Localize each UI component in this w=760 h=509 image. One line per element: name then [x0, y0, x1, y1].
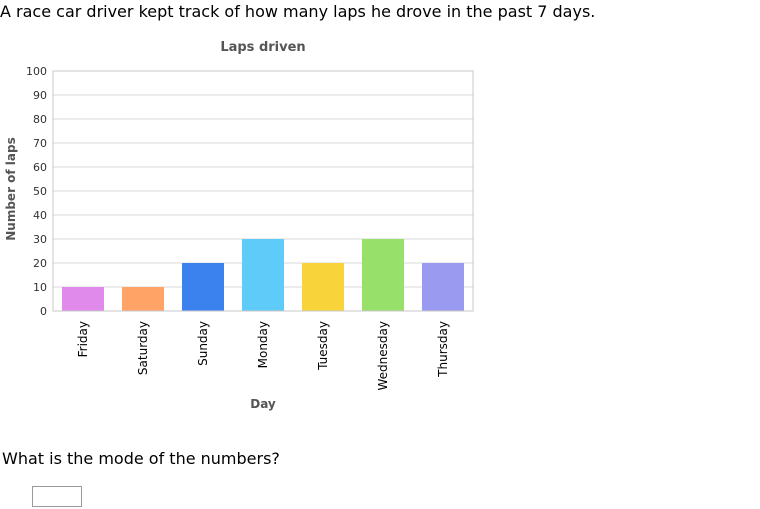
y-tick-label: 50	[33, 185, 47, 198]
y-tick-label: 20	[33, 257, 47, 270]
bar-monday	[242, 239, 284, 311]
y-axis-label: Number of laps	[4, 137, 18, 241]
y-tick-labels: 0 10 20 30 40 50 60 70 80 90 100	[26, 65, 47, 318]
y-tick-label: 70	[33, 137, 47, 150]
y-tick-label: 30	[33, 233, 47, 246]
bar-tuesday	[302, 263, 344, 311]
x-category-label-wednesday: Wednesday	[376, 321, 390, 390]
bar-wednesday	[362, 239, 404, 311]
question-prompt: A race car driver kept track of how many…	[0, 2, 596, 21]
x-category-label-saturday: Saturday	[136, 321, 150, 375]
x-category-labels: Friday Saturday Sunday Monday Tuesday Wednesd…	[76, 321, 450, 390]
x-category-label-tuesday: Tuesday	[316, 321, 330, 371]
x-category-label-sunday: Sunday	[196, 321, 210, 366]
answer-input[interactable]	[32, 486, 82, 507]
y-tick-label: 40	[33, 209, 47, 222]
plot-frame	[52, 70, 474, 312]
laps-driven-bar-chart: Laps driven Number of laps Day 0 10 20 30 40…	[4, 40, 474, 411]
y-tick-label: 90	[33, 89, 47, 102]
question-text: What is the mode of the numbers?	[2, 449, 280, 468]
y-tick-label: 60	[33, 161, 47, 174]
bar-friday	[62, 287, 104, 311]
chart-title: Laps driven	[220, 40, 305, 55]
x-category-label-monday: Monday	[256, 321, 270, 368]
y-tick-label: 10	[33, 281, 47, 294]
x-axis-label: Day	[250, 397, 276, 411]
y-tick-label: 80	[33, 113, 47, 126]
bar-thursday	[422, 263, 464, 311]
x-category-label-thursday: Thursday	[436, 321, 450, 378]
bar-saturday	[122, 287, 164, 311]
bar-sunday	[182, 263, 224, 311]
x-category-label-friday: Friday	[76, 321, 90, 357]
bars	[62, 239, 464, 311]
y-tick-label: 100	[26, 65, 47, 78]
y-tick-label: 0	[40, 305, 47, 318]
